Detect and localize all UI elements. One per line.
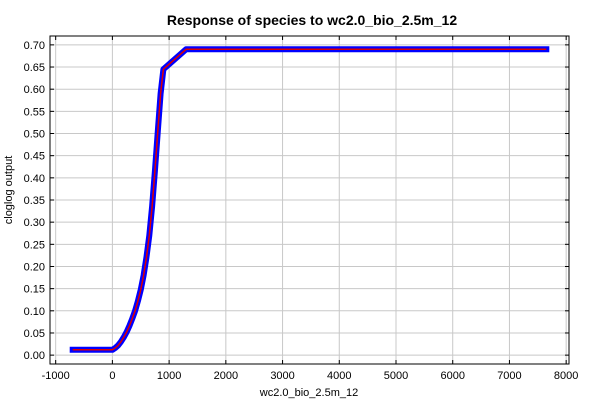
y-tick-label: 0.25 xyxy=(24,239,45,251)
y-tick-label: 0.55 xyxy=(24,106,45,118)
grid xyxy=(50,36,569,364)
y-tick-label: 0.60 xyxy=(24,84,45,96)
ticks: -1000 0 1000 2000 3000 4000 5000 6000 7000 8000 0.… xyxy=(24,36,578,382)
x-tick-label: -1000 xyxy=(42,370,70,382)
x-tick-label: 6000 xyxy=(440,370,464,382)
x-tick-label: 1000 xyxy=(157,370,181,382)
y-tick-label: 0.40 xyxy=(24,173,45,185)
y-axis-label: cloglog output xyxy=(3,156,15,225)
series-group xyxy=(69,46,550,353)
y-tick-label: 0.10 xyxy=(24,306,45,318)
y-tick-label: 0.35 xyxy=(24,195,45,207)
x-tick-label: 5000 xyxy=(384,370,408,382)
y-tick-label: 0.45 xyxy=(24,151,45,163)
x-tick-label: 3000 xyxy=(270,370,294,382)
y-tick-label: 0.65 xyxy=(24,62,45,74)
series-line xyxy=(72,48,547,351)
y-tick-label: 0.15 xyxy=(24,284,45,296)
x-tick-label: 8000 xyxy=(554,370,578,382)
y-tick-label: 0.50 xyxy=(24,129,45,141)
x-tick-label: 4000 xyxy=(327,370,351,382)
x-tick-label: 2000 xyxy=(214,370,238,382)
x-tick-label: 0 xyxy=(109,370,115,382)
y-tick-label: 0.30 xyxy=(24,217,45,229)
chart-title: Response of species to wc2.0_bio_2.5m_12 xyxy=(167,12,457,28)
y-tick-label: 0.20 xyxy=(24,261,45,273)
x-axis-label: wc2.0_bio_2.5m_12 xyxy=(259,387,358,399)
y-tick-label: 0.70 xyxy=(24,40,45,52)
y-tick-label: 0.00 xyxy=(24,350,45,362)
y-tick-label: 0.05 xyxy=(24,328,45,340)
x-tick-label: 7000 xyxy=(497,370,521,382)
